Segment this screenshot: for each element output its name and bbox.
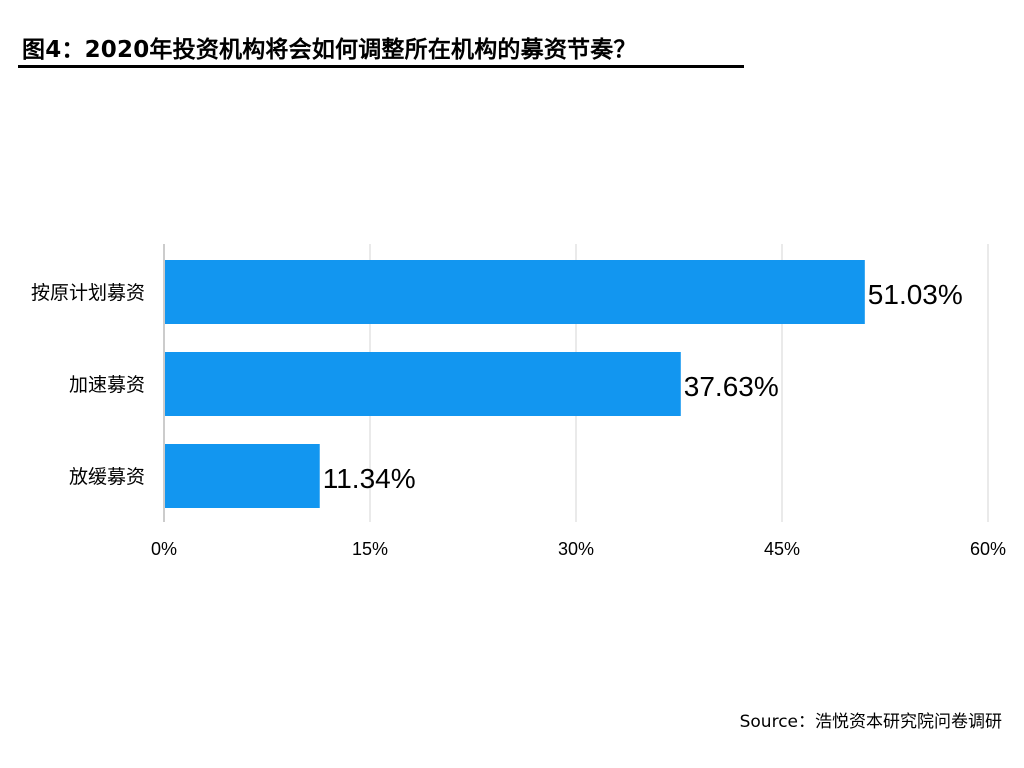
data-label: 11.34% [323,463,416,494]
category-label: 放缓募资 [69,466,145,488]
title-block: 图4：2020年投资机构将会如何调整所在机构的募资节奏？ [18,22,744,68]
chart-title: 图4：2020年投资机构将会如何调整所在机构的募资节奏？ [22,37,637,63]
x-tick-label: 45% [764,539,800,559]
bar [165,444,320,508]
data-label: 51.03% [868,279,963,310]
x-tick-label: 30% [558,539,594,559]
labels: 0% 15% 30% 45% 60% 按原计划募资 51.03% 加速募资 37.63% 放缓募资… [31,279,1006,559]
x-tick-label: 60% [970,539,1006,559]
bar [165,352,681,416]
data-label: 37.63% [684,371,779,402]
x-tick-label: 0% [151,539,177,559]
bars [165,260,865,508]
bar [165,260,865,324]
category-label: 按原计划募资 [31,282,145,304]
category-label: 加速募资 [69,374,145,396]
x-tick-label: 15% [352,539,388,559]
source-note: Source：浩悦资本研究院问卷调研 [739,712,1002,732]
